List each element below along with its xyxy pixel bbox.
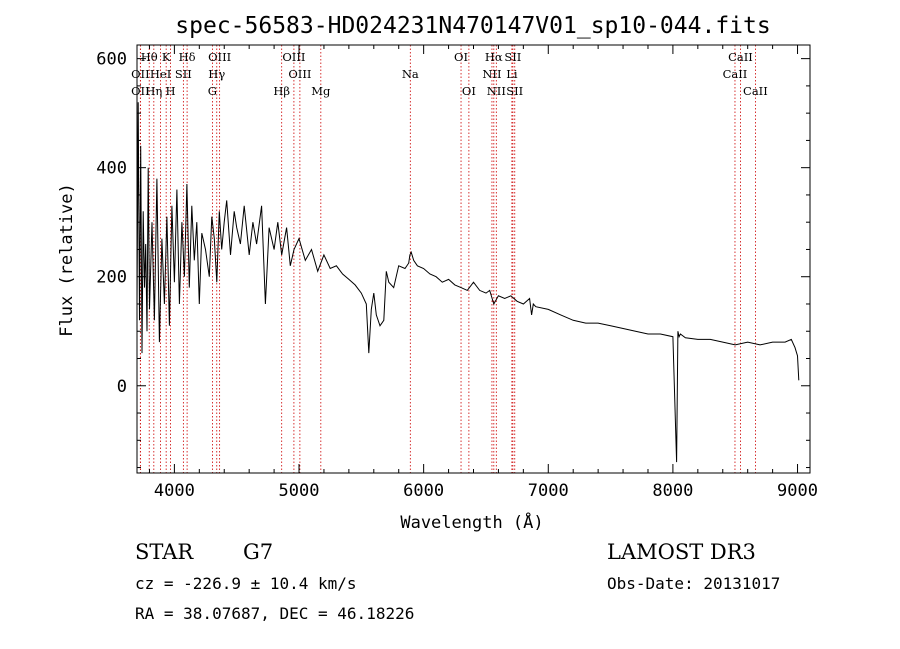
- spectral-line-label: OII: [131, 84, 150, 98]
- spectral-line-label: OIII: [288, 67, 311, 81]
- spectral-line-label: SII: [506, 84, 523, 98]
- spectral-line-label: CaII: [728, 50, 753, 64]
- plot-frame: [136, 44, 811, 474]
- spectral-line-label: Hβ: [273, 84, 290, 98]
- flux-series-line: [136, 102, 800, 463]
- spectral-line-label: OIII: [208, 50, 231, 64]
- spectral-line-label: Hη: [145, 84, 162, 98]
- spectral-line-label: Na: [402, 67, 419, 81]
- spectral-line-label: H: [166, 84, 176, 98]
- spectral-line-label: CaII: [723, 67, 748, 81]
- spectral-line-label: K: [162, 50, 171, 64]
- x-tick-label: 4000: [154, 481, 195, 501]
- spectral-line-label: SII: [175, 67, 192, 81]
- object-subclass: G7: [243, 540, 273, 564]
- x-tick-label: 6000: [403, 481, 444, 501]
- spectral-line-label: Li: [506, 67, 518, 81]
- x-tick-label: 8000: [652, 481, 693, 501]
- x-tick-label: 7000: [528, 481, 569, 501]
- spectral-line-label: OII: [131, 67, 150, 81]
- observation-date: Obs-Date: 20131017: [607, 574, 780, 593]
- x-tick-label: 5000: [279, 481, 320, 501]
- x-tick-label: 9000: [777, 481, 818, 501]
- y-tick-label: 0: [117, 377, 127, 397]
- spectral-line-label: G: [208, 84, 217, 98]
- spectral-line-label: CaII: [743, 84, 768, 98]
- y-tick-label: 400: [96, 159, 127, 179]
- spectral-line-label: Mg: [311, 84, 331, 98]
- spectral-line-label: NII: [487, 84, 506, 98]
- y-tick-label: 200: [96, 268, 127, 288]
- x-axis-ticks: 4000 5000 6000 7000 8000 9000: [148, 45, 818, 501]
- spectral-line-label: Hδ: [179, 50, 196, 64]
- y-axis-label: Flux (relative): [57, 183, 77, 337]
- spectral-line-label: Hγ: [208, 67, 225, 81]
- survey-name: LAMOST DR3: [607, 540, 756, 564]
- spectral-line-label: Hθ: [141, 50, 158, 64]
- spectral-line-label: HeI: [150, 67, 171, 81]
- spectral-line-label: OI: [454, 50, 468, 64]
- spectral-line-markers: [139, 45, 756, 473]
- spectral-line-label: OI: [462, 84, 476, 98]
- chart-title: spec-56583-HD024231N470147V01_sp10-044.f…: [175, 13, 770, 39]
- y-axis-ticks: 0 200 400 600: [96, 50, 810, 469]
- spectral-line-label: OIII: [282, 50, 305, 64]
- spectral-line-label: SII: [504, 50, 521, 64]
- y-tick-label: 600: [96, 50, 127, 70]
- spectral-line-label: Hα: [485, 50, 503, 64]
- redshift-cz: cz = -226.9 ± 10.4 km/s: [135, 574, 357, 593]
- object-class: STAR: [135, 540, 194, 564]
- coordinates: RA = 38.07687, DEC = 46.18226: [135, 604, 414, 623]
- x-axis-label: Wavelength (Å): [400, 511, 543, 533]
- spectral-line-label: NII: [482, 67, 501, 81]
